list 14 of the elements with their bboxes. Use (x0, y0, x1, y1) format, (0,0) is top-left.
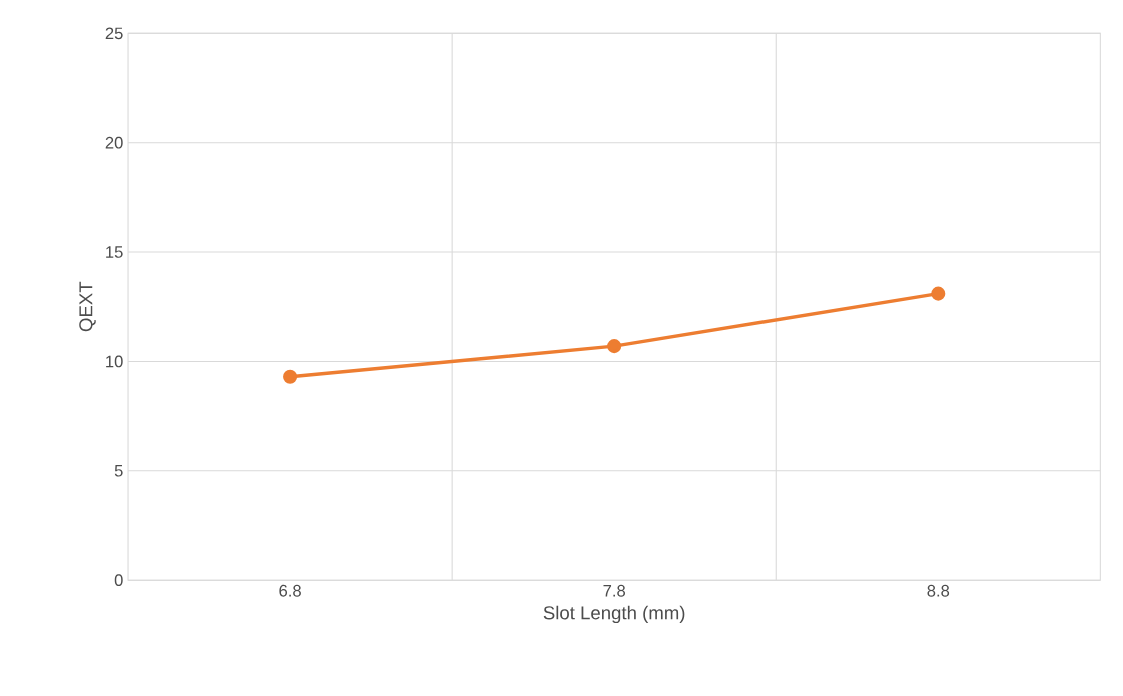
point (283, 369, 298, 384)
y-tick-label: 0 (114, 574, 123, 586)
y-tick-label: 20 (105, 136, 123, 149)
y-axis-title: QEXT (79, 281, 96, 332)
y-tick-label: 5 (114, 464, 123, 477)
x-tick-label: 7.8 (603, 584, 626, 597)
y-tick-label: 15 (106, 246, 123, 258)
x-tick-label: 8.8 (927, 584, 950, 597)
x-tick-label: 6.8 (279, 584, 301, 597)
y-tick-label: 10 (106, 355, 123, 368)
point (931, 286, 946, 301)
point (607, 338, 622, 354)
y-tick-label: 25 (105, 27, 123, 40)
x-axis-title: Slot Length (mm) (543, 605, 685, 623)
